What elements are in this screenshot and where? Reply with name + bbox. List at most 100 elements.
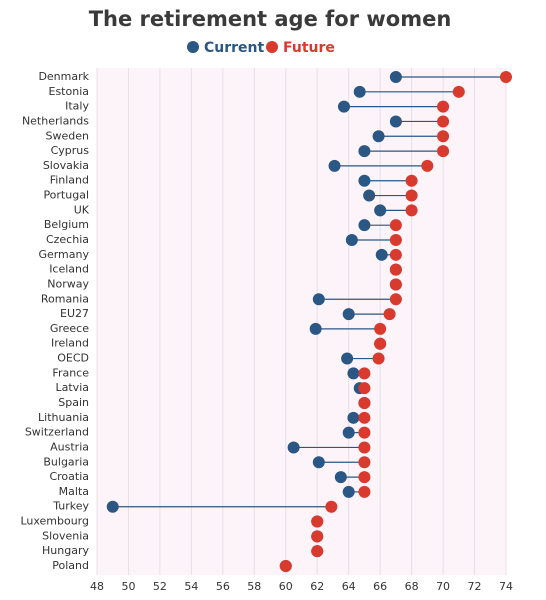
dot xyxy=(363,189,376,202)
y-tick-label: Ireland xyxy=(51,337,89,350)
dot xyxy=(345,234,358,246)
y-tick-label: Austria xyxy=(50,440,89,453)
y-tick-label: Belgium xyxy=(44,218,89,231)
dot xyxy=(452,85,465,98)
y-tick-label: OECD xyxy=(57,352,89,365)
x-tick-label: 66 xyxy=(373,580,387,593)
dot xyxy=(358,411,371,424)
legend-marker xyxy=(266,41,278,53)
dot xyxy=(358,397,371,409)
dot xyxy=(334,471,347,484)
dot xyxy=(342,308,355,321)
x-tick-label: 54 xyxy=(184,580,198,593)
y-tick-label: Bulgaria xyxy=(43,455,89,468)
x-tick-label: 58 xyxy=(247,580,261,593)
dot xyxy=(437,115,450,128)
dot xyxy=(347,411,360,424)
dot xyxy=(405,189,418,202)
y-tick-label: Italy xyxy=(65,100,89,113)
y-tick-label: Slovenia xyxy=(42,529,89,542)
dot xyxy=(358,145,371,158)
dot xyxy=(389,278,402,291)
dot xyxy=(374,337,387,350)
y-tick-label: EU27 xyxy=(60,307,89,320)
dot xyxy=(389,71,402,83)
x-tick-label: 62 xyxy=(310,580,324,593)
y-tick-label: Lithuania xyxy=(38,411,89,424)
dot xyxy=(500,71,512,83)
dot xyxy=(358,426,371,439)
dot xyxy=(358,219,371,232)
dot xyxy=(372,352,385,365)
y-tick-label: Estonia xyxy=(49,85,90,98)
plot-background xyxy=(97,68,506,575)
y-tick-label: Denmark xyxy=(38,70,89,83)
dot xyxy=(375,248,388,261)
y-tick-label: UK xyxy=(74,203,90,216)
dot xyxy=(358,174,371,187)
dot xyxy=(437,100,450,113)
y-tick-label: Switzerland xyxy=(25,426,89,439)
dot xyxy=(405,204,418,217)
dot xyxy=(311,515,324,528)
dot xyxy=(287,441,300,454)
x-tick-label: 56 xyxy=(216,580,230,593)
y-tick-label: Czechia xyxy=(46,233,89,246)
y-tick-label: Latvia xyxy=(56,381,90,394)
x-tick-label: 52 xyxy=(153,580,167,593)
dot xyxy=(353,85,366,98)
dot xyxy=(389,115,402,128)
dot xyxy=(389,234,402,246)
y-tick-label: Iceland xyxy=(49,263,89,276)
dot xyxy=(358,441,371,454)
dot xyxy=(358,471,371,484)
dot xyxy=(347,367,360,380)
y-tick-label: Netherlands xyxy=(22,114,89,127)
dot xyxy=(405,174,418,187)
y-tick-label: Slovakia xyxy=(43,159,89,172)
x-tick-label: 72 xyxy=(468,580,482,593)
dot xyxy=(311,530,324,543)
x-tick-label: 64 xyxy=(342,580,356,593)
dot xyxy=(437,145,450,158)
dot xyxy=(312,456,325,469)
dot xyxy=(311,545,324,558)
dot xyxy=(358,382,371,395)
dot xyxy=(358,367,371,380)
y-tick-label: Poland xyxy=(52,559,89,572)
y-tick-label: Greece xyxy=(50,322,89,335)
dot xyxy=(374,322,387,335)
x-tick-label: 68 xyxy=(405,580,419,593)
y-tick-label: Luxembourg xyxy=(20,515,89,528)
dot xyxy=(328,159,341,172)
y-tick-label: Finland xyxy=(50,174,89,187)
x-tick-label: 70 xyxy=(436,580,450,593)
dot xyxy=(389,263,402,276)
x-tick-label: 74 xyxy=(499,580,513,593)
y-tick-label: Germany xyxy=(38,248,89,261)
legend-marker xyxy=(187,41,199,53)
x-tick-label: 48 xyxy=(90,580,104,593)
dot xyxy=(421,159,434,172)
dot xyxy=(342,426,355,439)
dot xyxy=(372,130,385,143)
dot xyxy=(279,560,292,572)
dot xyxy=(342,485,355,498)
y-tick-label: Cyprus xyxy=(51,144,90,157)
legend-label: Current xyxy=(204,40,265,56)
y-tick-label: Sweden xyxy=(46,129,89,142)
y-tick-label: Croatia xyxy=(49,470,89,483)
y-tick-label: Turkey xyxy=(52,500,89,513)
dot xyxy=(358,456,371,469)
x-tick-label: 60 xyxy=(279,580,293,593)
dot xyxy=(389,248,402,261)
dot xyxy=(106,500,119,513)
y-tick-label: Spain xyxy=(58,396,89,409)
dot xyxy=(341,352,354,365)
dot xyxy=(389,219,402,232)
dot xyxy=(383,308,396,321)
y-tick-label: Malta xyxy=(59,485,89,498)
dot xyxy=(312,293,325,306)
dot xyxy=(437,130,450,143)
